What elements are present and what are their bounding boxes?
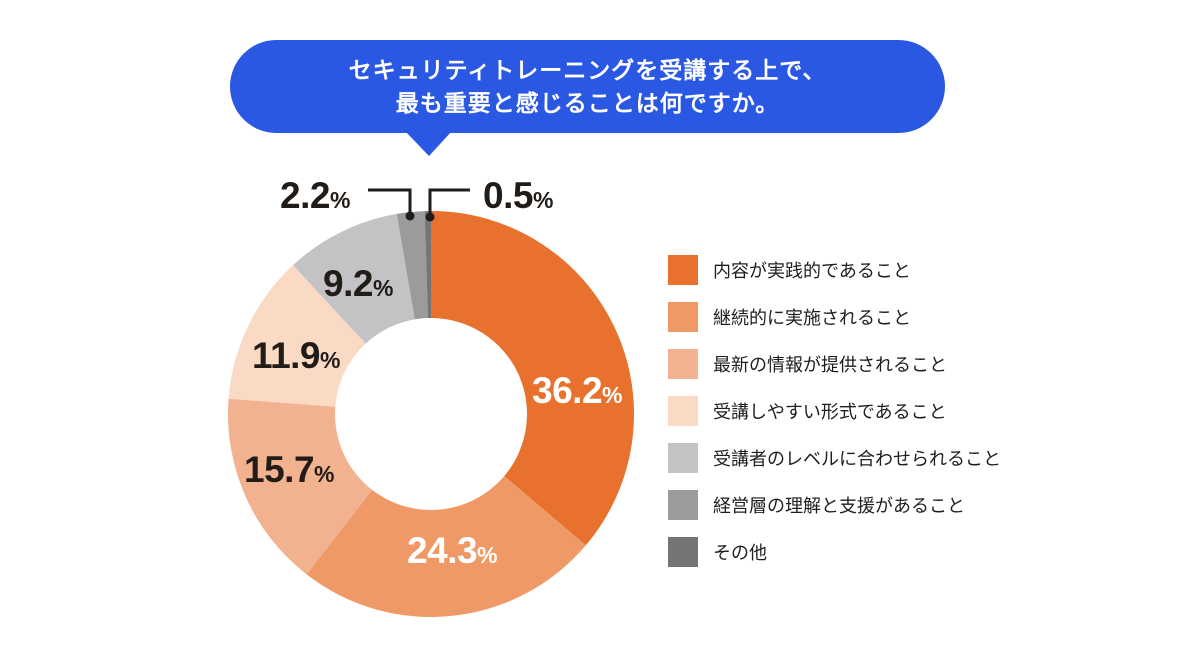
leader-line-segment-7-dot — [425, 212, 435, 222]
legend-swatch-7 — [668, 537, 698, 567]
legend-item-3: 最新の情報が提供されること — [668, 349, 1001, 379]
legend-label-2: 継続的に実施されること — [713, 308, 911, 328]
percent-sign: % — [320, 347, 340, 373]
legend-label-5: 受講者のレベルに合わせられること — [713, 449, 1001, 469]
percent-sign: % — [314, 461, 334, 487]
legend-item-4: 受講しやすい形式であること — [668, 396, 1001, 426]
donut-segment-6 — [396, 211, 428, 320]
leader-line-segment-6-dot — [405, 211, 415, 221]
percent-sign: % — [372, 275, 393, 301]
donut-segment-1 — [431, 211, 635, 546]
legend-label-3: 最新の情報が提供されること — [713, 355, 947, 375]
legend-swatch-6 — [668, 490, 698, 520]
donut-segment-4 — [228, 265, 366, 407]
question-bubble: セキュリティトレーニングを受講する上で、 最も重要と感じることは何ですか。 — [230, 40, 945, 133]
pct-value: 9.2 — [323, 263, 373, 304]
percent-sign: % — [329, 187, 350, 213]
legend-label-6: 経営層の理解と支援があること — [713, 496, 965, 516]
legend-item-7: その他 — [668, 537, 1001, 567]
percent-sign: % — [602, 382, 622, 408]
pct-value: 0.5 — [483, 175, 533, 216]
legend-swatch-5 — [668, 443, 698, 473]
question-line-2: 最も重要と感じることは何ですか。 — [395, 89, 780, 116]
donut-segment-5 — [292, 213, 415, 344]
donut-segment-7 — [424, 210, 431, 319]
legend-swatch-4 — [668, 396, 698, 426]
leader-line-segment-7 — [428, 188, 470, 216]
question-bubble-tail — [405, 131, 452, 156]
pct-value: 2.2 — [280, 175, 330, 216]
legend-item-6: 経営層の理解と支援があること — [668, 490, 1001, 520]
legend-swatch-3 — [668, 349, 698, 379]
legend-item-1: 内容が実践的であること — [668, 255, 1001, 285]
question-line-1: セキュリティトレーニングを受講する上で、 — [348, 56, 827, 83]
pct-value: 24.3 — [407, 530, 478, 571]
donut-segment-2 — [306, 476, 586, 618]
pct-label-segment-4: 11.9% — [252, 335, 340, 377]
pct-label-segment-6: 2.2% — [280, 175, 350, 217]
donut-segment-3 — [228, 398, 373, 575]
legend-item-5: 受講者のレベルに合わせられること — [668, 443, 1001, 473]
chart-legend: 内容が実践的であること 継続的に実施されること 最新の情報が提供されること 受講… — [668, 255, 1001, 584]
legend-label-4: 受講しやすい形式であること — [713, 402, 947, 422]
pct-label-segment-3: 15.7% — [244, 449, 334, 491]
pct-value: 11.9 — [252, 335, 321, 376]
legend-swatch-1 — [668, 255, 698, 285]
pct-label-segment-7: 0.5% — [483, 175, 553, 217]
legend-swatch-2 — [668, 302, 698, 332]
pct-label-segment-1: 36.2% — [532, 370, 622, 412]
percent-sign: % — [532, 187, 553, 213]
pct-label-segment-2: 24.3% — [407, 530, 497, 572]
pct-value: 36.2 — [532, 370, 603, 411]
percent-sign: % — [477, 542, 497, 568]
leader-line-segment-6 — [368, 188, 412, 215]
pct-value: 15.7 — [244, 449, 315, 490]
legend-label-7: その他 — [713, 543, 767, 563]
legend-label-1: 内容が実践的であること — [713, 261, 911, 281]
pct-label-segment-5: 9.2% — [323, 263, 393, 305]
legend-item-2: 継続的に実施されること — [668, 302, 1001, 332]
